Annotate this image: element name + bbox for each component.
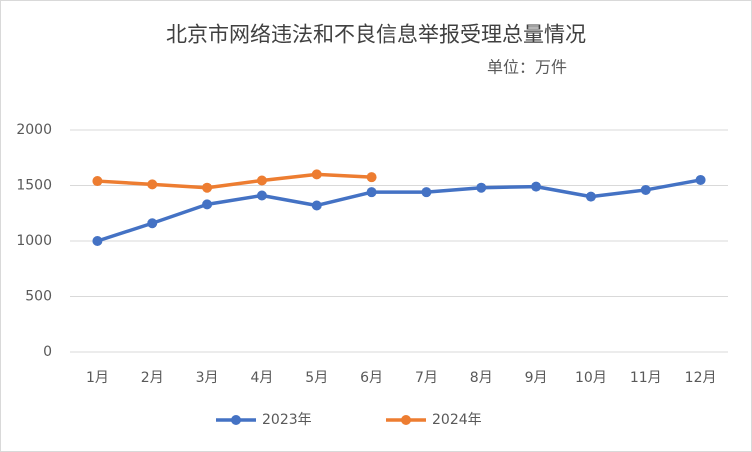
legend-label: 2024年 bbox=[432, 412, 482, 428]
data-point bbox=[366, 172, 377, 183]
x-tick-label: 6月 bbox=[360, 370, 383, 386]
series-line bbox=[97, 172, 372, 190]
chart-title: 北京市网络违法和不良信息举报受理总量情况 bbox=[166, 23, 586, 47]
data-point bbox=[92, 176, 103, 187]
y-tick-label: 500 bbox=[25, 289, 52, 305]
chart-subtitle: 单位：万件 bbox=[487, 58, 567, 77]
x-tick-label: 10月 bbox=[575, 370, 607, 386]
data-point bbox=[256, 175, 267, 186]
data-point bbox=[311, 169, 322, 180]
data-point bbox=[256, 190, 267, 201]
x-tick-label: 3月 bbox=[196, 370, 219, 386]
series-line bbox=[96, 178, 701, 243]
data-point bbox=[366, 187, 377, 198]
legend-marker bbox=[231, 415, 241, 425]
x-tick-label: 9月 bbox=[525, 370, 548, 386]
y-tick-label: 1500 bbox=[16, 178, 52, 194]
x-tick-label: 12月 bbox=[685, 370, 717, 386]
x-tick-label: 8月 bbox=[470, 370, 493, 386]
y-tick-label: 2000 bbox=[16, 122, 52, 138]
x-tick-label: 5月 bbox=[305, 370, 328, 386]
data-point bbox=[92, 236, 103, 246]
data-point bbox=[476, 182, 487, 193]
data-point bbox=[147, 218, 158, 229]
data-point bbox=[640, 184, 651, 195]
y-tick-label: 0 bbox=[43, 344, 52, 360]
x-tick-label: 11月 bbox=[630, 370, 662, 386]
x-tick-label: 2月 bbox=[141, 370, 164, 386]
y-tick-label: 1000 bbox=[16, 233, 52, 249]
data-point bbox=[311, 200, 322, 211]
x-tick-label: 4月 bbox=[250, 370, 273, 386]
legend-label: 2023年 bbox=[262, 412, 312, 428]
data-point bbox=[147, 179, 158, 190]
x-tick-label: 7月 bbox=[415, 370, 438, 386]
legend-marker bbox=[401, 415, 411, 425]
x-tick-label: 1月 bbox=[86, 370, 109, 386]
data-point bbox=[202, 199, 213, 210]
data-point bbox=[695, 174, 706, 185]
data-point bbox=[421, 187, 432, 198]
data-point bbox=[531, 181, 542, 192]
data-point bbox=[202, 182, 213, 193]
data-point bbox=[585, 191, 596, 202]
